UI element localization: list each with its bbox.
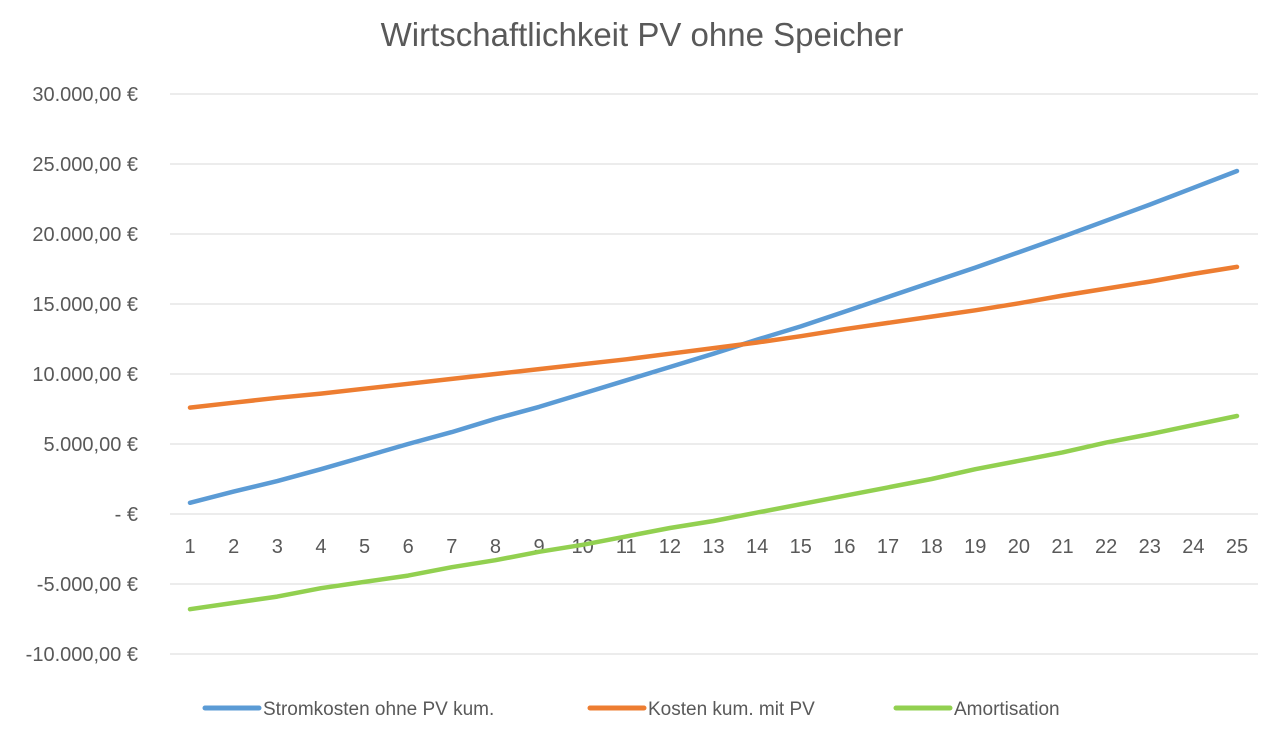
y-axis-tick-labels: 30.000,00 € 25.000,00 € 20.000,00 € 15.000,… bbox=[26, 84, 138, 666]
x-tick-label: 13 bbox=[702, 536, 724, 558]
y-tick-label: 5.000,00 € bbox=[43, 434, 138, 456]
series-line-3 bbox=[187, 413, 1240, 612]
x-tick-label: 2 bbox=[228, 536, 239, 558]
x-tick-label: 21 bbox=[1051, 536, 1073, 558]
x-tick-label: 7 bbox=[446, 536, 457, 558]
x-tick-label: 4 bbox=[315, 536, 326, 558]
y-tick-label: 25.000,00 € bbox=[32, 154, 138, 176]
x-tick-label: 16 bbox=[833, 536, 855, 558]
gridlines bbox=[170, 93, 1258, 655]
x-tick-label: 14 bbox=[746, 536, 768, 558]
y-tick-label: 20.000,00 € bbox=[32, 224, 138, 246]
x-tick-label: 9 bbox=[533, 536, 544, 558]
y-tick-label: - € bbox=[115, 504, 138, 526]
x-tick-label: 19 bbox=[964, 536, 986, 558]
x-tick-label: 15 bbox=[790, 536, 812, 558]
series-line-2 bbox=[187, 264, 1240, 410]
chart-title: Wirtschaftlichkeit PV ohne Speicher bbox=[381, 16, 904, 53]
y-tick-label: 10.000,00 € bbox=[32, 364, 138, 386]
y-tick-label: -5.000,00 € bbox=[37, 574, 138, 596]
y-tick-label: 15.000,00 € bbox=[32, 294, 138, 316]
y-tick-label: 30.000,00 € bbox=[32, 84, 138, 106]
x-tick-label: 22 bbox=[1095, 536, 1117, 558]
legend-label: Stromkosten ohne PV kum. bbox=[263, 699, 494, 720]
x-tick-label: 23 bbox=[1139, 536, 1161, 558]
legend-label: Amortisation bbox=[954, 699, 1060, 720]
series-lines bbox=[187, 168, 1240, 612]
y-tick-label: -10.000,00 € bbox=[26, 644, 138, 666]
x-tick-label: 25 bbox=[1226, 536, 1248, 558]
x-tick-label: 6 bbox=[403, 536, 414, 558]
x-tick-label: 17 bbox=[877, 536, 899, 558]
x-tick-label: 1 bbox=[184, 536, 195, 558]
x-tick-label: 24 bbox=[1182, 536, 1204, 558]
legend: Stromkosten ohne PV kum. Kosten kum. mit … bbox=[202, 699, 1060, 720]
x-axis-tick-labels: 1 2 3 4 5 6 7 8 9 10 11 12 13 14 15 16 17 18 19 20 21 22 23 24 2… bbox=[184, 536, 1248, 558]
series-line-1 bbox=[187, 168, 1240, 506]
x-tick-label: 5 bbox=[359, 536, 370, 558]
x-tick-label: 11 bbox=[616, 536, 637, 558]
x-tick-label: 12 bbox=[659, 536, 681, 558]
x-tick-label: 8 bbox=[490, 536, 501, 558]
x-tick-label: 18 bbox=[921, 536, 943, 558]
legend-label: Kosten kum. mit PV bbox=[648, 699, 815, 720]
x-tick-label: 20 bbox=[1008, 536, 1030, 558]
x-tick-label: 3 bbox=[272, 536, 283, 558]
